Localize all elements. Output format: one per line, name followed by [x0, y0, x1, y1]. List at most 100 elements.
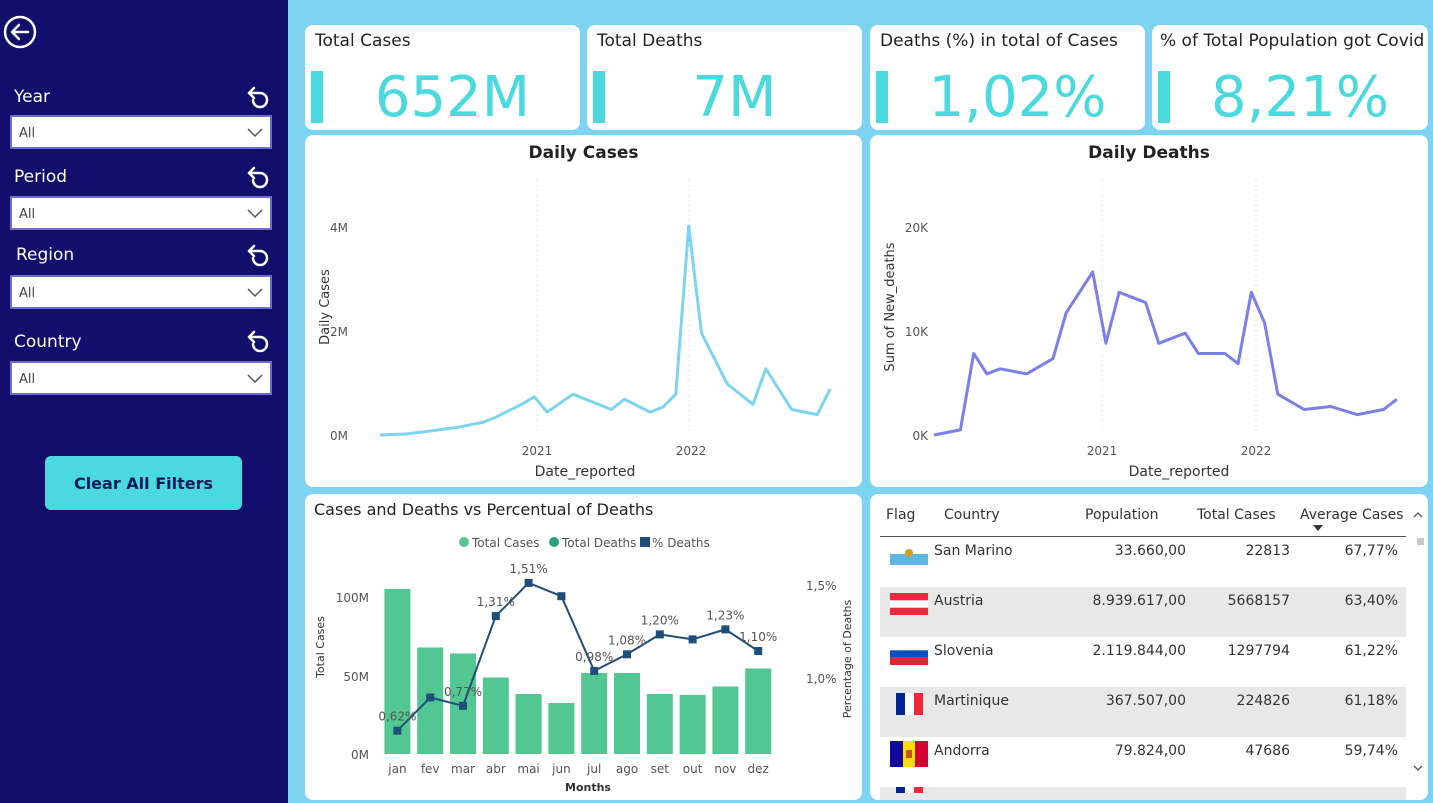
kpi-accent-bar: [876, 71, 888, 123]
country-cell: Martinique: [934, 693, 1009, 709]
x-tick-2021: 2021: [1087, 444, 1118, 458]
legend-total-cases-marker: [459, 537, 469, 547]
x-tick-set: set: [651, 762, 670, 776]
table-row[interactable]: Austria 8.939.617,00 5668157 63,40%: [880, 587, 1406, 637]
scroll-down-icon[interactable]: [1413, 764, 1423, 772]
pct-label-set: 1,20%: [641, 613, 679, 627]
bar-nov[interactable]: [712, 686, 739, 755]
x-tick-2022: 2022: [1241, 444, 1272, 458]
bar-ago[interactable]: [614, 673, 640, 754]
bar-out[interactable]: [679, 694, 706, 755]
population-cell: 8.939.617,00: [1092, 593, 1186, 609]
col-country[interactable]: Country: [944, 507, 1000, 523]
x-tick-mar: mar: [451, 762, 475, 776]
x-axis-label: Months: [565, 781, 611, 794]
x-tick-fev: fev: [421, 762, 440, 776]
y2-axis-label: Percentage of Deaths: [841, 600, 854, 719]
region-dropdown[interactable]: All: [10, 275, 272, 309]
y2-tick-1.5: 1,5%: [806, 579, 837, 593]
country-cell: Austria: [934, 593, 984, 609]
pct-point-ago[interactable]: [623, 650, 631, 659]
pct-point-jul[interactable]: [590, 666, 599, 675]
y-tick-4M: 4M: [330, 221, 348, 235]
pct-point-abr[interactable]: [491, 612, 500, 621]
cases-cell: 5668157: [1227, 593, 1290, 609]
pct-point-mai[interactable]: [524, 578, 533, 587]
y-tick-100M: 100M: [336, 591, 369, 605]
scrollbar-thumb[interactable]: [1417, 538, 1424, 545]
kpi-total-cases: Total Cases 652M: [305, 25, 580, 130]
scroll-up-icon[interactable]: [1413, 511, 1423, 519]
pct-point-out[interactable]: [688, 635, 697, 644]
legend-total-deaths: Total Deaths: [561, 536, 636, 550]
bar-jun[interactable]: [548, 703, 575, 754]
kpi-accent-bar: [311, 71, 323, 123]
table-row[interactable]: Slovenia 2.119.844,00 1297794 61,22%: [880, 637, 1406, 687]
chevron-down-icon: [247, 209, 263, 219]
kpi-title: Total Deaths: [597, 31, 703, 51]
daily-deaths-plot: 20K 10K 0K 2021 2022 Date_reported Sum o…: [883, 180, 1398, 480]
pct-label-jul: 0,98%: [575, 650, 613, 664]
legend-total-deaths-marker: [549, 537, 559, 547]
table-row[interactable]: Martinique 367.507,00 224826 61,18%: [880, 687, 1406, 737]
x-axis-label: Date_reported: [535, 464, 636, 480]
kpi-value: 7M: [692, 65, 777, 130]
kpi-total-deaths: Total Deaths 7M: [587, 25, 862, 130]
chart-title: Cases and Deaths vs Percentual of Deaths: [314, 500, 653, 519]
bar-dez[interactable]: [745, 668, 772, 755]
col-flag[interactable]: Flag: [886, 507, 916, 523]
cases-cell: 22813: [1245, 543, 1290, 559]
pct-point-jan[interactable]: [393, 726, 402, 735]
x-tick-jul: jul: [586, 762, 601, 776]
kpi-deaths-percent: Deaths (%) in total of Cases 1,02%: [870, 25, 1145, 130]
kpi-value: 1,02%: [928, 65, 1107, 130]
pct-point-mar[interactable]: [459, 701, 467, 710]
period-dropdown[interactable]: All: [10, 196, 272, 230]
pct-point-nov[interactable]: [721, 625, 730, 634]
table-row-partial[interactable]: [880, 787, 1406, 800]
reset-region-icon[interactable]: [246, 242, 272, 268]
report-canvas: Total Cases 652M Total Deaths 7M Deaths …: [288, 0, 1433, 803]
col-total-cases[interactable]: Total Cases: [1197, 507, 1276, 523]
x-tick-jan: jan: [387, 762, 406, 776]
pct-point-dez[interactable]: [754, 647, 763, 655]
san-marino-flag-icon: [890, 543, 928, 565]
avg-cell: 63,40%: [1344, 593, 1398, 609]
bar-jan[interactable]: [384, 589, 411, 754]
country-table: Flag Country Population Total Cases Aver…: [870, 494, 1428, 800]
y2-tick-1.0: 1,0%: [806, 672, 837, 686]
reset-country-icon[interactable]: [246, 328, 272, 354]
pct-point-set[interactable]: [655, 630, 664, 639]
legend-total-cases: Total Cases: [471, 536, 539, 550]
bar-abr[interactable]: [482, 677, 509, 755]
table-row[interactable]: Andorra 79.824,00 47686 59,74%: [880, 737, 1406, 787]
reset-period-icon[interactable]: [246, 164, 272, 190]
col-population[interactable]: Population: [1085, 507, 1159, 523]
martinique-flag-icon: [896, 693, 923, 715]
kpi-accent-bar: [593, 71, 605, 123]
table-scrollbar[interactable]: [1416, 534, 1425, 769]
chevron-down-icon: [247, 374, 263, 384]
reset-year-icon[interactable]: [246, 84, 272, 110]
pct-point-fev[interactable]: [426, 693, 435, 702]
y-tick-0K: 0K: [912, 429, 929, 443]
x-tick-dez: dez: [748, 762, 769, 776]
back-arrow-icon[interactable]: [3, 15, 37, 49]
daily-deaths-chart: Daily Deaths 20K 10K 0K 2021 2022 Date_r…: [870, 135, 1428, 487]
year-dropdown[interactable]: All: [10, 115, 272, 149]
country-dropdown[interactable]: All: [10, 361, 272, 395]
bar-set[interactable]: [646, 694, 673, 754]
bar-jul[interactable]: [581, 673, 608, 754]
x-tick-out: out: [683, 762, 703, 776]
pct-point-jun[interactable]: [557, 592, 566, 601]
table-row[interactable]: San Marino 33.660,00 22813 67,77%: [880, 537, 1406, 587]
clear-all-filters-button[interactable]: Clear All Filters: [45, 456, 242, 510]
cases-cell: 47686: [1245, 743, 1290, 759]
year-filter-label: Year: [14, 87, 50, 107]
col-average-cases[interactable]: Average Cases: [1300, 507, 1404, 523]
daily-deaths-series-line: [933, 270, 1398, 437]
daily-cases-chart: Daily Cases 4M 2M 0M 2021 2022 Date_repo…: [305, 135, 862, 487]
avg-cell: 61,18%: [1344, 693, 1398, 709]
bar-mai[interactable]: [515, 694, 542, 754]
y-axis-label: Total Cases: [314, 616, 327, 679]
